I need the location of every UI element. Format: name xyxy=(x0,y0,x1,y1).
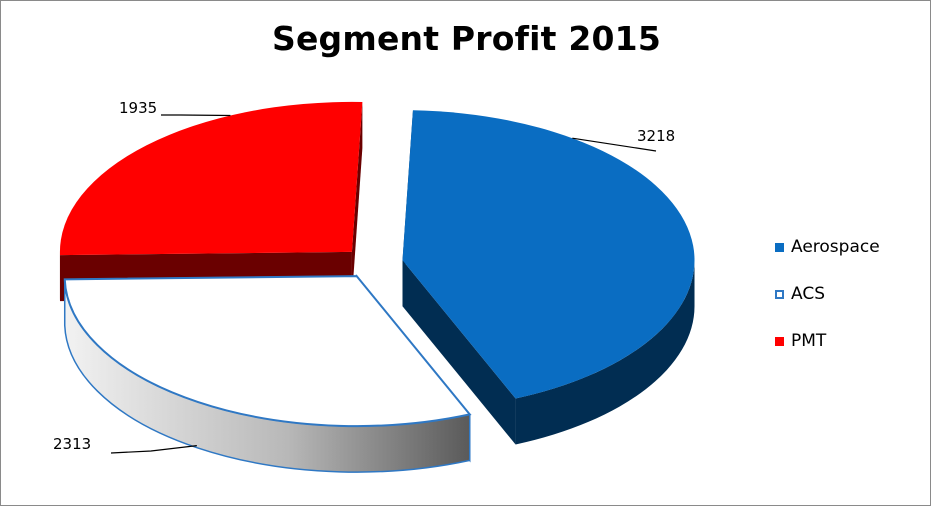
pie-slice-top-aerospace xyxy=(402,110,695,399)
pie-slice-aerospace xyxy=(402,110,695,445)
pie-slice-top-pmt xyxy=(59,101,363,256)
legend-item-aerospace: Aerospace xyxy=(775,235,925,259)
data-label-aerospace: 3218 xyxy=(637,127,675,145)
chart-title: Segment Profit 2015 xyxy=(271,19,661,58)
leader-line-acs xyxy=(110,445,197,454)
legend-item-acs: ACS xyxy=(775,282,925,306)
legend-swatch-acs xyxy=(775,289,784,299)
legend: Aerospace ACS PMT xyxy=(775,235,925,376)
legend-label-pmt: PMT xyxy=(791,331,827,351)
legend-swatch-pmt xyxy=(775,336,784,346)
pie-slice-acs xyxy=(63,273,472,473)
data-label-acs: 2313 xyxy=(53,435,91,453)
pie-slice-edge-aerospace xyxy=(515,260,695,445)
pie-slice-top-acs xyxy=(63,275,472,428)
leader-line-aerospace xyxy=(572,137,657,152)
data-label-pmt: 1935 xyxy=(119,99,157,117)
pie-slice-wall-aerospace xyxy=(402,260,516,445)
pie-slice-pmt xyxy=(59,101,363,302)
legend-item-pmt: PMT xyxy=(775,329,925,353)
legend-swatch-aerospace xyxy=(775,242,784,252)
legend-label-aerospace: Aerospace xyxy=(791,237,880,257)
pie-slice-wall-pmt xyxy=(351,101,363,298)
legend-label-acs: ACS xyxy=(791,284,825,304)
